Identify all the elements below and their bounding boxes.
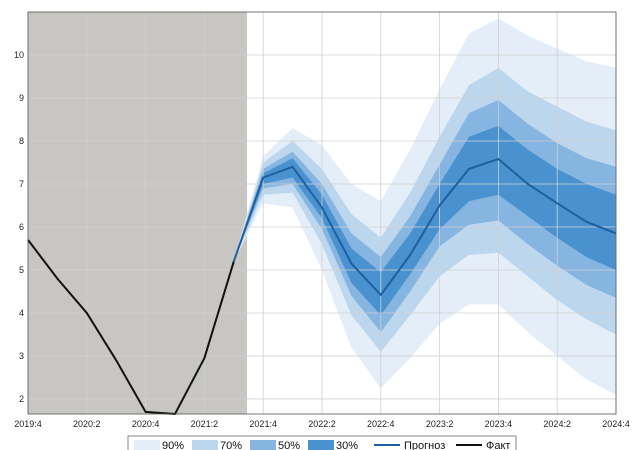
legend-label-70pct: 70%	[220, 440, 242, 450]
legend-swatch-50pct	[250, 440, 276, 450]
x-tick-label-2020-2: 2020:2	[73, 419, 101, 429]
x-tick-label-2022-4: 2022:4	[367, 419, 395, 429]
series-line-fact	[27, 239, 235, 416]
legend-label-90pct: 90%	[162, 440, 184, 450]
tick-labels-layer: 2 3 4 5 6 7 8 9 10 2019:4 2020:2 2020:4 2021:2 2021:4…	[14, 50, 630, 429]
x-tick-label-2024-2: 2024:2	[543, 419, 571, 429]
x-tick-label-2024-4: 2024:4	[602, 419, 630, 429]
y-tick-label-9: 9	[19, 93, 24, 103]
y-tick-label-8: 8	[19, 136, 24, 146]
x-tick-label-2019-4: 2019:4	[14, 419, 42, 429]
forecast-bands-layer	[233, 18, 617, 395]
legend-swatch-90pct	[134, 440, 160, 450]
x-tick-label-2022-2: 2022:2	[308, 419, 336, 429]
x-tick-label-2021-2: 2021:2	[191, 419, 219, 429]
y-tick-label-3: 3	[19, 351, 24, 361]
axes-layer	[27, 11, 617, 415]
plot-frame	[27, 11, 617, 415]
legend: 90% 70% 50% 30% Прогноз Факт	[127, 435, 517, 450]
y-tick-label-2: 2	[19, 394, 24, 404]
y-tick-label-6: 6	[19, 222, 24, 232]
legend-label-fact: Факт	[486, 440, 510, 450]
legend-swatch-30pct	[308, 440, 334, 450]
x-tick-label-2023-2: 2023:2	[426, 419, 454, 429]
history-shaded-region	[28, 12, 248, 414]
x-tick-label-2021-4: 2021:4	[249, 419, 277, 429]
legend-swatch-70pct	[192, 440, 218, 450]
x-tick-label-2023-4: 2023:4	[485, 419, 513, 429]
band-30pct	[233, 125, 617, 316]
series-line-forecast	[232, 157, 617, 297]
y-tick-label-5: 5	[19, 265, 24, 275]
y-tick-label-7: 7	[19, 179, 24, 189]
x-tick-label-2020-4: 2020:4	[132, 419, 160, 429]
y-tick-label-10: 10	[14, 50, 24, 60]
history-shading-layer	[28, 12, 248, 414]
legend-label-forecast: Прогноз	[404, 440, 445, 450]
legend-label-50pct: 50%	[278, 440, 300, 450]
legend-label-30pct: 30%	[336, 440, 358, 450]
series-lines-layer	[27, 157, 617, 416]
y-tick-label-4: 4	[19, 308, 24, 318]
